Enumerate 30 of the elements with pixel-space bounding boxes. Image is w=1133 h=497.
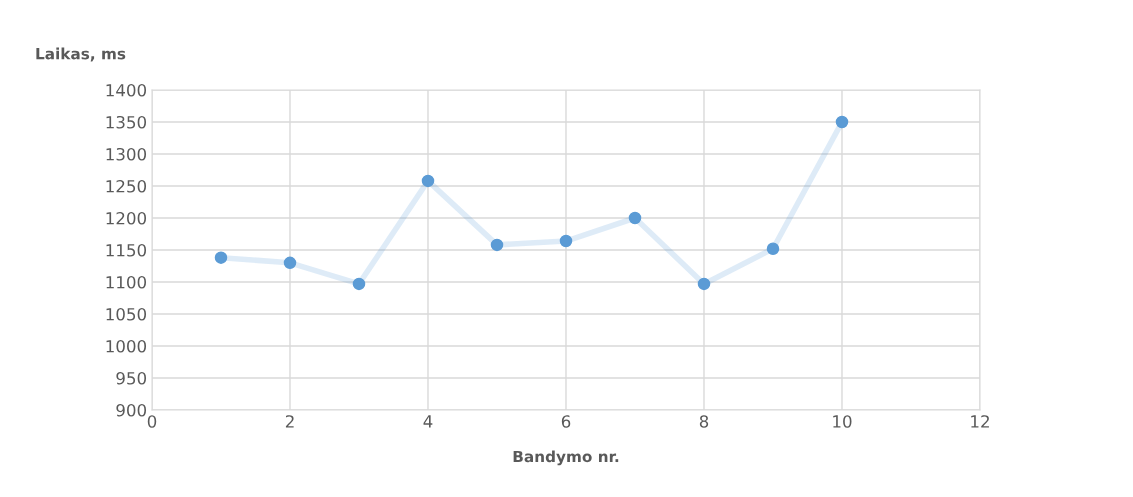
point (214, 251, 228, 264)
x-axis-title: Bandymo nr. (513, 450, 619, 466)
point (697, 277, 711, 291)
y-axis-title: Laikas, ms (36, 47, 126, 62)
point (628, 211, 642, 225)
y-tick-label: 1000 (106, 339, 147, 353)
x-tick-label: 2 (285, 415, 294, 428)
y-tick-label: 1300 (106, 147, 147, 161)
x-tick-label: 0 (147, 415, 157, 428)
x-tick-label: 12 (971, 415, 989, 428)
y-tick-label: 950 (116, 371, 147, 385)
point (352, 277, 366, 291)
y-tick-label: 1200 (106, 211, 147, 225)
y-tick-label: 1150 (106, 243, 147, 257)
point (490, 238, 504, 252)
point (283, 256, 297, 270)
y-tick-label: 900 (116, 403, 147, 417)
x-tick-label: 4 (423, 415, 433, 428)
x-tick-label: 8 (699, 415, 709, 428)
point (766, 242, 780, 255)
y-tick-label: 1250 (106, 179, 147, 193)
y-tick-label: 1400 (106, 83, 147, 97)
y-tick-label: 1100 (106, 275, 147, 289)
x-tick-label: 6 (561, 415, 571, 428)
y-tick-label: 1350 (106, 115, 147, 129)
point (421, 174, 435, 188)
y-tick-label: 1050 (106, 307, 147, 321)
point (559, 234, 573, 248)
point (835, 115, 849, 129)
x-tick-label: 10 (833, 415, 852, 428)
